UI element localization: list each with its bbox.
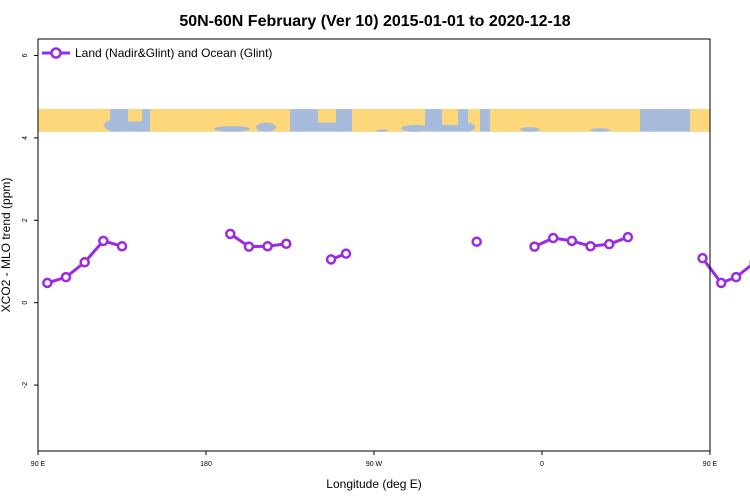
data-point	[262, 240, 273, 252]
data-point	[243, 241, 255, 252]
map-ocean-detail	[376, 129, 388, 132]
data-point	[325, 254, 337, 265]
map-land	[150, 109, 290, 132]
map-ocean-detail	[520, 127, 540, 132]
map-ocean-detail	[256, 122, 276, 132]
y-tick-label: -2	[22, 382, 29, 388]
data-point	[547, 232, 559, 244]
data-point	[340, 248, 352, 259]
data-point	[730, 271, 742, 283]
y-tick-label: 2	[22, 218, 29, 222]
data-point	[603, 238, 615, 250]
y-tick-label: 4	[22, 136, 29, 140]
x-tick-label: 0	[540, 461, 544, 468]
data-point	[60, 271, 72, 283]
data-point	[79, 257, 90, 268]
map-ocean-detail	[401, 124, 429, 132]
data-point	[471, 236, 482, 247]
map-ocean-detail	[330, 124, 350, 132]
data-point	[697, 252, 708, 264]
x-axis-label: Longitude (deg E)	[326, 477, 421, 491]
map-ocean-detail	[292, 128, 304, 132]
y-axis-label: XCO2 - MLO trend (ppm)	[0, 178, 13, 313]
x-tick-label: 90 E	[703, 461, 718, 468]
map-ocean-detail	[590, 128, 610, 132]
map-land	[38, 109, 110, 132]
map-ocean-detail	[132, 126, 148, 132]
x-tick-label: 90 W	[366, 461, 383, 468]
map-ocean-detail	[662, 109, 682, 123]
data-point	[281, 238, 292, 250]
map-land	[318, 109, 336, 123]
data-point	[42, 277, 53, 289]
y-tick-label: 0	[22, 301, 29, 305]
legend-marker	[50, 47, 62, 59]
map-land	[690, 109, 710, 132]
data-point	[98, 235, 109, 247]
map-land	[128, 109, 142, 122]
x-tick-label: 180	[200, 461, 212, 468]
series-layer	[42, 228, 750, 289]
x-axis: 90 E 180 90 W 0 90 E	[31, 451, 718, 468]
map-ocean-detail	[430, 120, 442, 132]
map-strip	[38, 109, 710, 132]
map-land	[442, 109, 458, 125]
x-tick-label: 90 E	[31, 461, 46, 468]
legend-entry-label: Land (Nadir&Glint) and Ocean (Glint)	[75, 46, 272, 60]
data-point	[529, 241, 540, 252]
y-tick-label: 6	[22, 53, 29, 57]
data-point	[585, 240, 596, 252]
chart-title: 50N-60N February (Ver 10) 2015-01-01 to …	[179, 13, 570, 30]
data-point	[622, 231, 634, 243]
map-ocean-detail	[214, 126, 250, 132]
map-land	[490, 109, 640, 132]
data-point	[715, 277, 727, 289]
legend: Land (Nadir&Glint) and Ocean (Glint)	[42, 46, 272, 60]
series-line	[229, 232, 287, 249]
data-point	[225, 228, 236, 240]
y-axis: -2 0 2 4 6	[22, 53, 38, 388]
map-ocean-detail	[104, 119, 132, 132]
map-ocean-detail	[642, 113, 658, 132]
data-point	[566, 235, 578, 247]
data-point	[116, 240, 128, 252]
map-ocean-detail	[459, 122, 475, 132]
